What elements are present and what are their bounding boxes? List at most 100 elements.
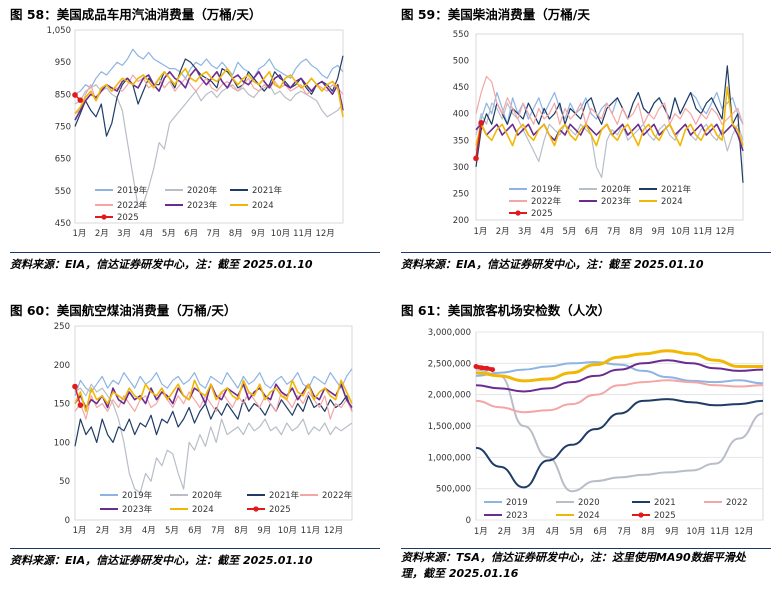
x-tick-label: 9月 bbox=[665, 527, 679, 537]
x-tick-label: 4月 bbox=[540, 227, 554, 237]
x-tick-label: 1月 bbox=[73, 229, 87, 239]
series-line-2023 bbox=[475, 359, 764, 393]
x-tick-label: 3月 bbox=[522, 527, 536, 537]
y-tick-label: 2,000,000 bbox=[428, 391, 471, 401]
legend-label: 2022年 bbox=[322, 490, 353, 501]
legend-label: 2024 bbox=[252, 201, 274, 211]
legend-label: 2020年 bbox=[601, 184, 632, 195]
series-line-2024 bbox=[475, 349, 763, 383]
jet-fuel-chart: 0 50 100 150 200 250 1月 2月 3月 4月 5月 6月 7月 8月 9月 10月 11月 1… bbox=[54, 322, 353, 536]
series-line-2021年 bbox=[74, 55, 344, 137]
y-tick-label: 550 bbox=[453, 30, 469, 40]
legend-label: 2019年 bbox=[117, 185, 148, 196]
y-tick-label: 250 bbox=[453, 189, 469, 199]
x-tick-label: 5月 bbox=[569, 527, 583, 537]
series-point-2025 bbox=[473, 363, 479, 369]
legend-label: 2023年 bbox=[601, 196, 632, 207]
x-tick-label: 3月 bbox=[518, 227, 532, 237]
x-tick-label: 7月 bbox=[207, 229, 221, 239]
x-tick-label: 11月 bbox=[710, 527, 729, 537]
x-tick-label: 11月 bbox=[693, 227, 712, 237]
x-tick-label: 9月 bbox=[257, 526, 271, 536]
x-tick-label: 12月 bbox=[315, 229, 334, 239]
series-line-2024 bbox=[74, 67, 344, 117]
legend-label: 2021 bbox=[654, 498, 676, 508]
y-tick-label: 200 bbox=[453, 216, 469, 226]
legend-label: 2025 bbox=[117, 213, 139, 223]
x-tick-label: 6月 bbox=[593, 527, 607, 537]
x-tick-label: 10月 bbox=[271, 229, 290, 239]
series-line-2021年 bbox=[475, 65, 744, 183]
chart-source: 资料来源：EIA，信达证券研发中心，注：截至 2025.01.10 bbox=[401, 258, 704, 271]
y-tick-label: 400 bbox=[453, 110, 469, 120]
series-line-2025 bbox=[475, 122, 482, 159]
legend-label: 2022 bbox=[726, 498, 748, 508]
series-point-2025 bbox=[77, 97, 84, 103]
series-point-2025 bbox=[490, 367, 496, 373]
legend-label: 2020年 bbox=[187, 185, 218, 196]
y-tick-label: 0 bbox=[466, 516, 471, 526]
x-tick-label: 8月 bbox=[629, 227, 643, 237]
legend-label: 2020年 bbox=[192, 490, 223, 501]
x-tick-label: 1月 bbox=[73, 526, 87, 536]
y-tick-label: 450 bbox=[453, 83, 469, 93]
x-tick-label: 7月 bbox=[617, 527, 631, 537]
y-tick-label: 950 bbox=[55, 58, 71, 68]
panel-diesel: 图 59：美国柴油消费量（万桶/天 200 250 300 350 400 450 500 5… bbox=[391, 0, 782, 275]
x-tick-label: 6月 bbox=[585, 227, 599, 237]
chart-title: 图 59：美国柴油消费量（万桶/天 bbox=[401, 7, 590, 22]
legend-label: 2023年 bbox=[122, 504, 153, 515]
legend-label: 2024 bbox=[661, 197, 683, 207]
x-tick-label: 2月 bbox=[96, 526, 110, 536]
y-tick-label: 650 bbox=[55, 155, 71, 165]
y-tick-label: 750 bbox=[55, 123, 71, 133]
y-tick-label: 300 bbox=[453, 163, 469, 173]
x-tick-label: 11月 bbox=[301, 526, 320, 536]
x-tick-label: 5月 bbox=[165, 526, 179, 536]
x-tick-label: 12月 bbox=[716, 227, 735, 237]
x-tick-label: 1月 bbox=[473, 227, 487, 237]
series-line-2020 bbox=[475, 368, 764, 493]
x-tick-label: 4月 bbox=[142, 526, 156, 536]
series-line-2025 bbox=[74, 386, 82, 406]
legend-marker bbox=[101, 214, 107, 220]
series-point-2025 bbox=[484, 365, 490, 371]
series-point-2025 bbox=[72, 383, 78, 390]
x-tick-label: 6月 bbox=[188, 526, 202, 536]
x-tick-label: 1月 bbox=[474, 527, 488, 537]
legend-label: 2021年 bbox=[252, 185, 283, 196]
x-tick-label: 9月 bbox=[251, 229, 265, 239]
x-tick-label: 12月 bbox=[734, 527, 753, 537]
y-tick-label: 500,000 bbox=[436, 485, 471, 495]
legend-label: 2019 bbox=[506, 498, 528, 508]
series-point-2025 bbox=[479, 365, 485, 371]
series-point-2025 bbox=[478, 119, 485, 126]
x-tick-label: 7月 bbox=[607, 227, 621, 237]
y-tick-label: 2,500,000 bbox=[428, 359, 471, 369]
chart-source: 资料来源：EIA，信达证券研发中心，注：截至 2025.01.10 bbox=[10, 258, 313, 271]
x-tick-label: 4月 bbox=[546, 527, 560, 537]
y-tick-label: 0 bbox=[65, 516, 70, 526]
gasoline-chart: 450 550 650 750 850 950 1,050 1月 2月 3月 4月 5月 6月 7月 8月 9… bbox=[47, 26, 344, 239]
series-line-2020年 bbox=[74, 383, 353, 494]
legend-marker bbox=[515, 210, 521, 216]
chart-title: 图 60：美国航空煤油消费量（万桶/天） bbox=[10, 303, 237, 318]
series-point-2025 bbox=[77, 402, 84, 408]
chart-source: 资料来源：TSA，信达证券研发中心，注：这里使用MA90数据平滑处理，截至 20… bbox=[401, 551, 746, 580]
x-tick-label: 8月 bbox=[234, 526, 248, 536]
legend-label: 2024 bbox=[192, 505, 214, 515]
series-line-2019 bbox=[475, 361, 764, 385]
series-line-2024 bbox=[475, 86, 744, 147]
legend-label: 2024 bbox=[578, 511, 600, 521]
x-tick-label: 6月 bbox=[184, 229, 198, 239]
x-tick-label: 7月 bbox=[211, 526, 225, 536]
series-point-2025 bbox=[473, 155, 479, 162]
legend-marker bbox=[253, 506, 259, 512]
chart-title: 图 58：美国成品车用汽油消费量（万桶/天） bbox=[10, 7, 262, 22]
tsa-chart: 0 500,000 1,000,000 1,500,000 2,000,000 2,500… bbox=[428, 328, 764, 537]
y-tick-label: 1,050 bbox=[47, 26, 71, 36]
legend-label: 2022年 bbox=[117, 200, 148, 211]
x-tick-label: 8月 bbox=[641, 527, 655, 537]
y-tick-label: 1,000,000 bbox=[428, 453, 471, 463]
y-tick-label: 150 bbox=[54, 400, 70, 410]
